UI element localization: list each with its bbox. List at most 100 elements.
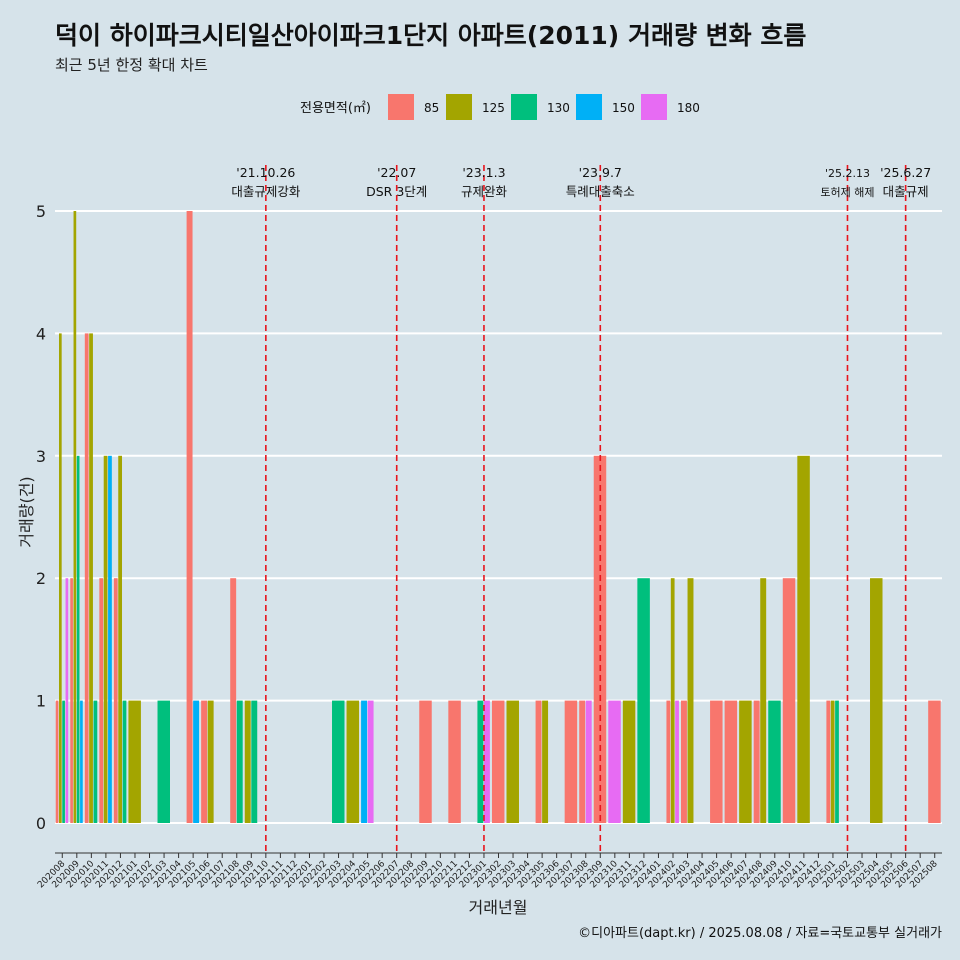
bar-chart: 0123452020082020092020102020112020122021… — [17, 165, 942, 917]
bar-202405-85 — [710, 700, 723, 823]
annotation-date-202506: '25.6.27 — [880, 165, 931, 180]
bar-202012-85 — [113, 578, 118, 823]
bar-202105-150 — [193, 700, 200, 823]
annotation-date-202502: '25.2.13 — [825, 167, 870, 180]
annotation-date-202207: '22.07 — [377, 165, 416, 180]
bar-202311-125 — [622, 700, 636, 823]
bar-202409-130 — [768, 700, 781, 823]
annotation-label-202207: DSR 3단계 — [366, 184, 427, 199]
bar-202105-85 — [186, 211, 193, 823]
bar-202008-85 — [55, 700, 59, 823]
bar-202407-125 — [739, 700, 752, 823]
bar-202011-85 — [99, 578, 104, 823]
bar-202408-85 — [753, 700, 760, 823]
bar-202109-130 — [251, 700, 258, 823]
bar-202501-130 — [835, 700, 839, 823]
bar-202008-130 — [62, 700, 65, 823]
legend-title: 전용면적(㎡) — [300, 101, 371, 116]
bar-202302-85 — [491, 700, 505, 823]
x-axis-title: 거래년월 — [469, 898, 528, 917]
legend-swatch-125 — [446, 94, 472, 120]
y-tick-label: 5 — [36, 202, 46, 221]
bar-202403-125 — [687, 578, 694, 823]
annotation-date-202309: '23.9.7 — [579, 165, 622, 180]
bar-202011-150 — [108, 455, 112, 823]
bar-202009-85 — [70, 578, 73, 823]
bar-202009-125 — [73, 211, 77, 823]
bar-202504-125 — [870, 578, 883, 823]
bar-202205-150 — [361, 700, 368, 823]
bar-202308-85 — [579, 700, 586, 823]
annotation-label-202506: 대출규제 — [883, 184, 929, 199]
bar-202010-85 — [84, 333, 89, 823]
chart-title: 덕이 하이파크시티일산아이파크1단지 아파트(2011) 거래량 변화 흐름 — [55, 21, 807, 50]
bar-202301-180 — [483, 700, 490, 823]
bar-202403-85 — [680, 700, 687, 823]
chart-subtitle: 최근 5년 한정 확대 차트 — [55, 56, 208, 74]
bar-202109-125 — [244, 700, 251, 823]
legend-swatch-180 — [641, 94, 667, 120]
bar-202303-125 — [506, 700, 519, 823]
legend-swatch-130 — [511, 94, 537, 120]
bar-202009-130 — [76, 455, 80, 823]
source-caption: ©디아파트(dapt.kr) / 2025.08.08 / 자료=국토교통부 실… — [578, 926, 942, 941]
legend-label-130: 130 — [547, 101, 570, 115]
y-tick-label: 1 — [36, 692, 46, 711]
bar-202312-130 — [637, 578, 650, 823]
legend: 전용면적(㎡) 85 125 130 150 180 — [300, 94, 700, 120]
annotation-date-202301: '23.1.3 — [462, 165, 505, 180]
bar-202408-125 — [760, 578, 767, 823]
y-tick-label: 2 — [36, 569, 46, 588]
bar-202008-180 — [65, 578, 69, 823]
bar-202203-130 — [332, 700, 345, 823]
bar-202103-130 — [157, 700, 170, 823]
bar-202305-85 — [535, 700, 542, 823]
bar-202209-85 — [419, 700, 432, 823]
bar-202307-85 — [564, 700, 578, 823]
annotation-label-202502: 토허제 해제 — [820, 185, 874, 199]
bar-202305-125 — [542, 700, 549, 823]
y-tick-label: 4 — [36, 324, 46, 343]
bar-202011-125 — [103, 455, 108, 823]
bar-202402-85 — [666, 700, 671, 823]
y-tick-label: 0 — [36, 814, 46, 833]
y-tick-label: 3 — [36, 447, 46, 466]
bar-202204-125 — [346, 700, 360, 823]
bar-202101-125 — [128, 700, 141, 823]
bar-202106-125 — [207, 700, 214, 823]
legend-label-85: 85 — [424, 101, 439, 115]
bar-202211-85 — [448, 700, 461, 823]
bar-202501-125 — [830, 700, 835, 823]
annotation-date-202110: '21.10.26 — [236, 165, 295, 180]
bar-202009-150 — [80, 700, 83, 823]
legend-label-150: 150 — [612, 101, 635, 115]
legend-swatch-85 — [388, 94, 414, 120]
legend-swatch-150 — [576, 94, 602, 120]
legend-label-125: 125 — [482, 101, 505, 115]
bar-202008-125 — [59, 333, 62, 823]
bar-202108-85 — [230, 578, 237, 823]
bar-202106-85 — [201, 700, 208, 823]
legend-label-180: 180 — [677, 101, 700, 115]
bar-202406-85 — [724, 700, 738, 823]
annotation-label-202110: 대출규제강화 — [231, 184, 301, 199]
bar-202310-180 — [608, 700, 621, 823]
bar-202508-85 — [928, 700, 941, 823]
y-axis-title: 거래량(건) — [17, 476, 36, 547]
bar-202501-85 — [826, 700, 831, 823]
bar-202402-125 — [670, 578, 675, 823]
bar-202108-130 — [236, 700, 243, 823]
bar-202411-125 — [797, 455, 810, 823]
bar-202012-130 — [122, 700, 127, 823]
annotation-label-202301: 규제완화 — [461, 184, 508, 199]
bar-202308-180 — [585, 700, 592, 823]
bar-202010-130 — [93, 700, 98, 823]
annotation-label-202309: 특례대출축소 — [566, 184, 635, 199]
bar-202010-125 — [89, 333, 93, 823]
bar-202012-125 — [118, 455, 123, 823]
bar-202205-180 — [367, 700, 374, 823]
bar-202402-180 — [675, 700, 679, 823]
bar-202410-85 — [782, 578, 796, 823]
bar-202301-130 — [477, 700, 484, 823]
